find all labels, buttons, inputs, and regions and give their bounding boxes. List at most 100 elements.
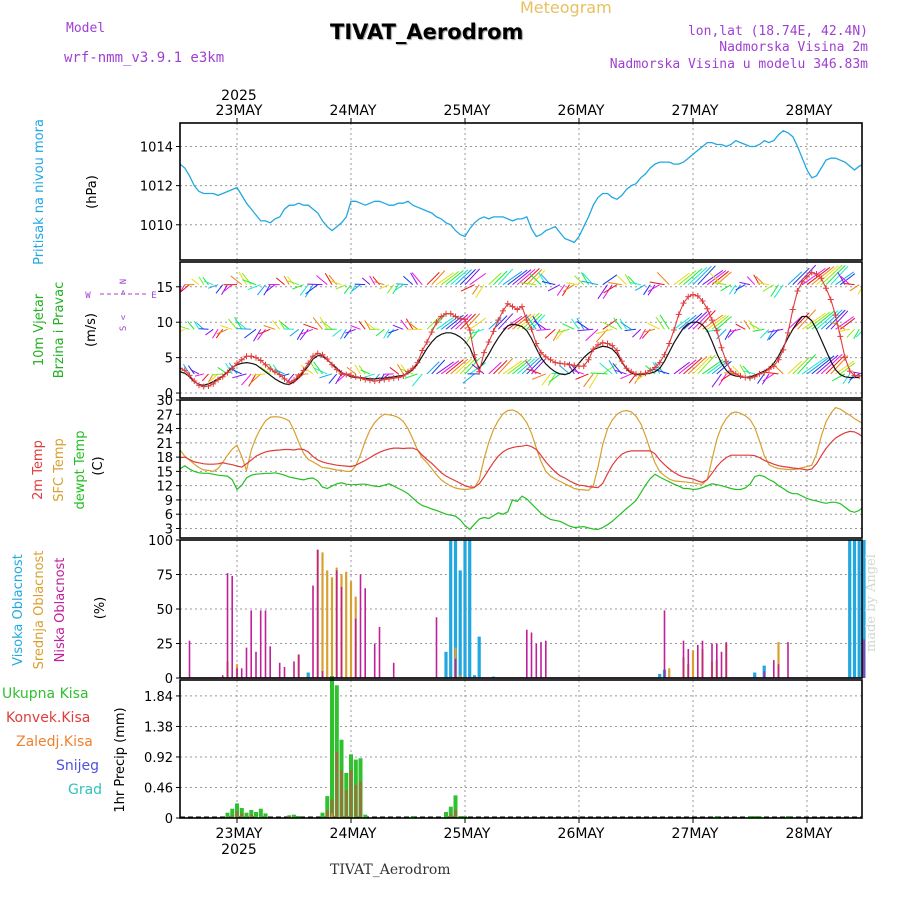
wind-barb <box>855 330 862 338</box>
wind-speed-point <box>709 317 715 324</box>
lonlat-label: lon,lat (18.74E, 42.4N) <box>687 24 868 39</box>
wind-speed-point <box>424 339 430 346</box>
wind-speed-point <box>490 328 497 335</box>
wind-speed-point <box>343 371 350 378</box>
wind-barb <box>303 323 318 330</box>
wind-barb <box>647 284 661 292</box>
model-label: Model <box>66 21 106 36</box>
wind-barb <box>431 270 446 286</box>
wind-speed-point <box>329 361 335 368</box>
wind-speed-point <box>509 303 516 310</box>
wind-speed-point <box>808 269 815 276</box>
x-day-label-top: 28MAY <box>786 103 833 119</box>
wind-barb <box>292 284 304 290</box>
wind-barb <box>787 271 803 286</box>
wind-speed-point <box>381 376 388 383</box>
wind-speed-point <box>552 359 559 366</box>
wind-speed-point <box>699 297 706 304</box>
low-cloud-bar <box>725 642 728 678</box>
wind-barb <box>743 320 751 330</box>
wind-barb <box>840 276 851 286</box>
wind-barb <box>244 328 257 339</box>
convective-rain-bar <box>235 811 239 818</box>
wind-barb <box>253 329 262 342</box>
convective-rain-bar <box>325 810 329 818</box>
wind-barb <box>238 271 247 285</box>
total-rain-bar <box>748 816 752 818</box>
wind-speed-point <box>286 379 293 386</box>
wind-speed-point <box>661 351 668 358</box>
wind-barb <box>735 323 746 330</box>
wind-barb <box>739 281 751 286</box>
low-cloud-bar <box>259 610 262 678</box>
wind-speed-point <box>409 365 416 372</box>
wind-barb <box>286 373 295 383</box>
wind-speed-point <box>751 373 758 380</box>
wind-barb <box>405 318 414 330</box>
y-tick-label: 15 <box>156 281 173 296</box>
low-cloud-bar <box>354 618 357 678</box>
low-cloud-bar <box>359 574 362 678</box>
wind-barb <box>436 361 454 375</box>
y-tick-label: 10 <box>156 316 173 331</box>
wind-barb <box>351 284 361 292</box>
wind-barb <box>248 373 257 387</box>
wind-speed-point <box>352 373 359 380</box>
wind-barb <box>820 264 843 286</box>
precip-panel-frame <box>179 679 863 819</box>
wind-barb <box>222 284 233 293</box>
wind-barb <box>697 265 716 286</box>
wind-barb <box>603 284 618 294</box>
wind-speed-point <box>775 356 782 363</box>
high-cloud-bar <box>658 673 662 678</box>
precip-legend-item: Zaledj.Kisa <box>16 734 93 750</box>
wind-barb <box>728 284 737 295</box>
wind-barb <box>678 314 697 330</box>
wind-barb <box>683 268 703 286</box>
wind-speed-point <box>671 327 677 333</box>
wind-barb <box>801 312 826 330</box>
wind-barb <box>602 318 618 330</box>
wind-barb <box>328 373 338 384</box>
wind-barb <box>198 276 205 285</box>
wind-barb <box>431 359 446 375</box>
wind-speed-point <box>780 346 787 353</box>
convective-rain-bar <box>335 751 339 818</box>
wind-barb <box>299 284 309 296</box>
wind-barb <box>683 312 703 330</box>
low-cloud-bar <box>240 668 243 678</box>
wind-speed-point <box>675 311 682 318</box>
grid-layer <box>180 123 862 819</box>
wind-barb <box>464 357 481 375</box>
frame-layer <box>176 118 863 823</box>
wind-speed-point <box>324 356 331 363</box>
wind-speed-point <box>785 329 791 336</box>
wind-speed-point <box>395 374 402 381</box>
convective-rain-bar <box>349 770 353 818</box>
wind-barb <box>201 373 209 382</box>
wind-barb <box>330 280 342 286</box>
product-title: Meteogram <box>520 0 612 17</box>
wind-barb <box>455 269 472 286</box>
wind-barb <box>544 328 556 339</box>
wind-speed-point <box>348 372 354 379</box>
wind-barb <box>400 319 409 330</box>
wind-barb <box>526 269 543 286</box>
wind-speed-point <box>647 367 654 374</box>
wind-barb <box>283 275 290 285</box>
wind-barb <box>324 273 333 285</box>
compass-east: E <box>151 291 156 301</box>
wind-barb <box>756 282 770 286</box>
x-day-label-bottom: 23MAY <box>216 826 263 842</box>
x-day-label-bottom: 26MAY <box>558 826 605 842</box>
y-tick-label: 1.84 <box>144 690 173 705</box>
wind-barb <box>749 322 760 330</box>
wind-barb <box>792 312 810 330</box>
wind-barb <box>426 272 440 286</box>
wind-barb <box>455 313 472 330</box>
wind-barb <box>639 329 646 340</box>
wind-barb <box>194 373 204 377</box>
low-cloud-bar <box>701 640 704 678</box>
wind-speed-point <box>742 374 749 381</box>
wind-speed-point <box>585 356 592 363</box>
